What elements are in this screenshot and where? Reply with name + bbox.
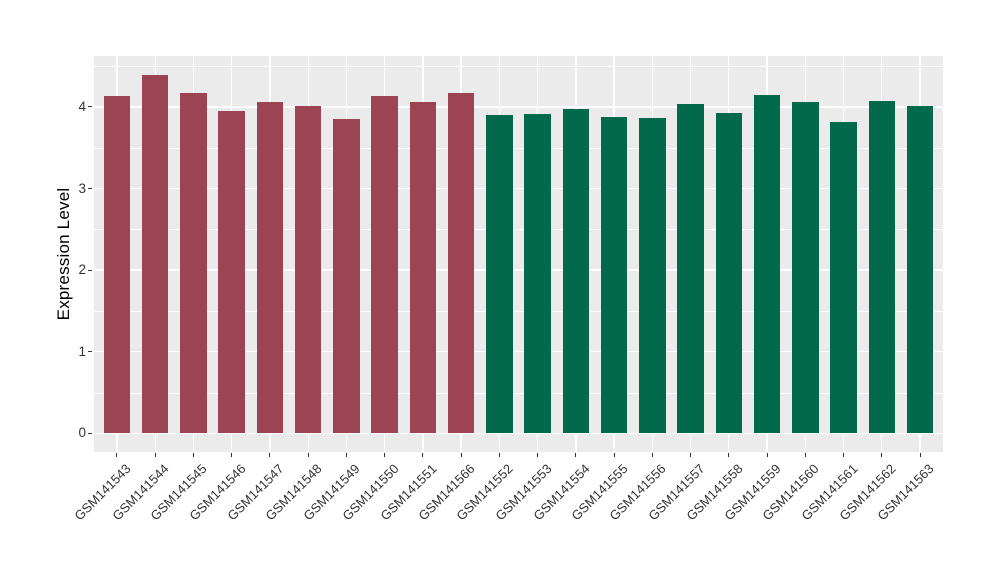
x-tick-mark [919, 453, 921, 457]
x-tick-mark [384, 453, 386, 457]
y-tick-label: 1 [78, 343, 86, 359]
bar [180, 93, 207, 434]
x-tick-mark [651, 453, 653, 457]
y-tick-label: 0 [78, 425, 86, 441]
gridline-minor [94, 229, 943, 231]
gridline-minor [94, 147, 943, 149]
y-tick-mark [88, 188, 92, 189]
bar [906, 106, 934, 434]
x-tick-mark [766, 453, 768, 457]
bar [256, 102, 284, 434]
bar [141, 75, 169, 434]
y-axis-title: Expression Level [54, 187, 73, 321]
x-tick-mark [498, 453, 500, 457]
bar [486, 115, 513, 434]
bar [753, 94, 781, 434]
x-tick-mark [192, 453, 194, 457]
bar [639, 117, 666, 434]
bar [409, 102, 437, 434]
bar [830, 121, 857, 434]
y-tick-label: 4 [78, 98, 86, 114]
x-tick-mark [804, 453, 806, 457]
x-tick-mark [154, 453, 156, 457]
y-tick-mark [88, 106, 92, 108]
gridline-major [94, 432, 943, 435]
y-tick-mark [88, 269, 92, 271]
gridline-major [94, 350, 943, 353]
x-tick-mark [460, 453, 462, 457]
bar [600, 116, 628, 434]
bar [447, 93, 475, 434]
x-tick-mark [537, 453, 539, 457]
plot-panel [94, 56, 943, 452]
gridline-major [94, 187, 943, 190]
bar [562, 109, 590, 434]
x-tick-mark [881, 453, 883, 457]
gridline-minor [94, 310, 943, 312]
y-tick-mark [88, 432, 92, 434]
x-tick-mark [843, 453, 845, 457]
x-tick-mark [269, 453, 271, 457]
bar [103, 96, 131, 434]
y-tick-label: 3 [78, 180, 86, 196]
x-tick-mark [231, 453, 233, 457]
bar [333, 119, 360, 434]
bar [218, 110, 245, 434]
bar [371, 96, 398, 434]
y-tick-label: 2 [78, 262, 86, 278]
x-tick-mark [307, 453, 309, 457]
x-tick-mark [422, 453, 424, 457]
x-tick-mark [575, 453, 577, 457]
bar [868, 101, 896, 434]
gridline-minor [94, 66, 943, 67]
gridline-minor [94, 392, 943, 394]
x-tick-mark [613, 453, 615, 457]
bar [715, 112, 743, 434]
y-tick-mark [88, 351, 92, 353]
x-tick-mark [728, 453, 730, 457]
bar [294, 106, 322, 434]
gridline-major [94, 269, 943, 271]
gridline-major [94, 106, 943, 108]
x-tick-mark [116, 453, 118, 457]
bar [677, 104, 704, 434]
x-tick-mark [690, 453, 692, 457]
bar [792, 102, 819, 434]
x-tick-mark [345, 453, 347, 457]
bar [524, 114, 551, 434]
